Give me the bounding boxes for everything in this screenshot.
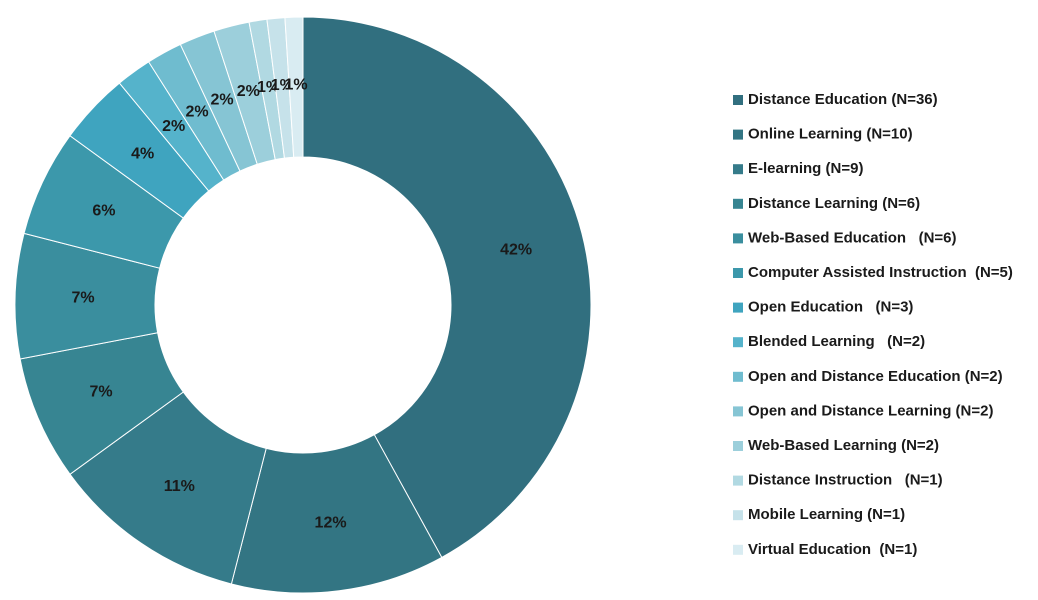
- legend-label: Open and Distance Learning (N=2): [748, 402, 993, 419]
- legend-label: Distance Education (N=36): [748, 91, 938, 108]
- data-label: 11%: [164, 478, 195, 495]
- legend-label: Open and Distance Education (N=2): [748, 368, 1003, 385]
- legend-label: Distance Instruction (N=1): [748, 472, 943, 489]
- legend-swatch: [733, 544, 743, 555]
- legend-swatch: [733, 510, 743, 521]
- legend-swatch: [733, 95, 743, 105]
- legend-swatch: [733, 371, 743, 382]
- legend-swatch: [733, 406, 743, 417]
- legend-label: Mobile Learning (N=1): [748, 506, 905, 523]
- data-label: 2%: [162, 118, 185, 135]
- data-label: 6%: [92, 203, 115, 220]
- data-label: 2%: [210, 92, 233, 109]
- legend-label: Online Learning (N=10): [748, 126, 913, 143]
- data-label: 12%: [315, 514, 347, 531]
- legend-label: Web-Based Education (N=6): [748, 229, 957, 246]
- legend-swatch: [733, 337, 743, 348]
- data-label: 42%: [500, 242, 532, 259]
- legend-label: Open Education (N=3): [748, 299, 913, 316]
- legend-swatch: [733, 129, 743, 140]
- data-label: 2%: [185, 103, 208, 120]
- legend-swatch: [733, 302, 743, 313]
- legend-label: Computer Assisted Instruction (N=5): [748, 264, 1013, 281]
- legend-label: Distance Learning (N=6): [748, 195, 920, 212]
- data-label: 1%: [285, 76, 308, 93]
- data-label: 1%: [257, 79, 280, 96]
- legend-swatch: [733, 268, 743, 278]
- slice: [284, 16, 304, 158]
- legend-label: E-learning (N=9): [748, 160, 863, 177]
- slice: [302, 16, 592, 559]
- legend-label: Virtual Education (N=1): [748, 541, 917, 558]
- legend-label: Blended Learning (N=2): [748, 333, 925, 350]
- data-label: 2%: [237, 83, 260, 100]
- legend-label: Web-Based Learning (N=2): [748, 437, 939, 454]
- legend-swatch: [733, 233, 743, 244]
- legend-swatch: [733, 475, 743, 486]
- data-label: 7%: [90, 384, 113, 401]
- legend-swatch: [733, 164, 743, 175]
- data-label: 7%: [72, 289, 95, 306]
- data-label: 4%: [131, 146, 154, 163]
- legend-swatch: [733, 441, 743, 451]
- data-label: 1%: [271, 77, 294, 94]
- legend-swatch: [733, 198, 743, 209]
